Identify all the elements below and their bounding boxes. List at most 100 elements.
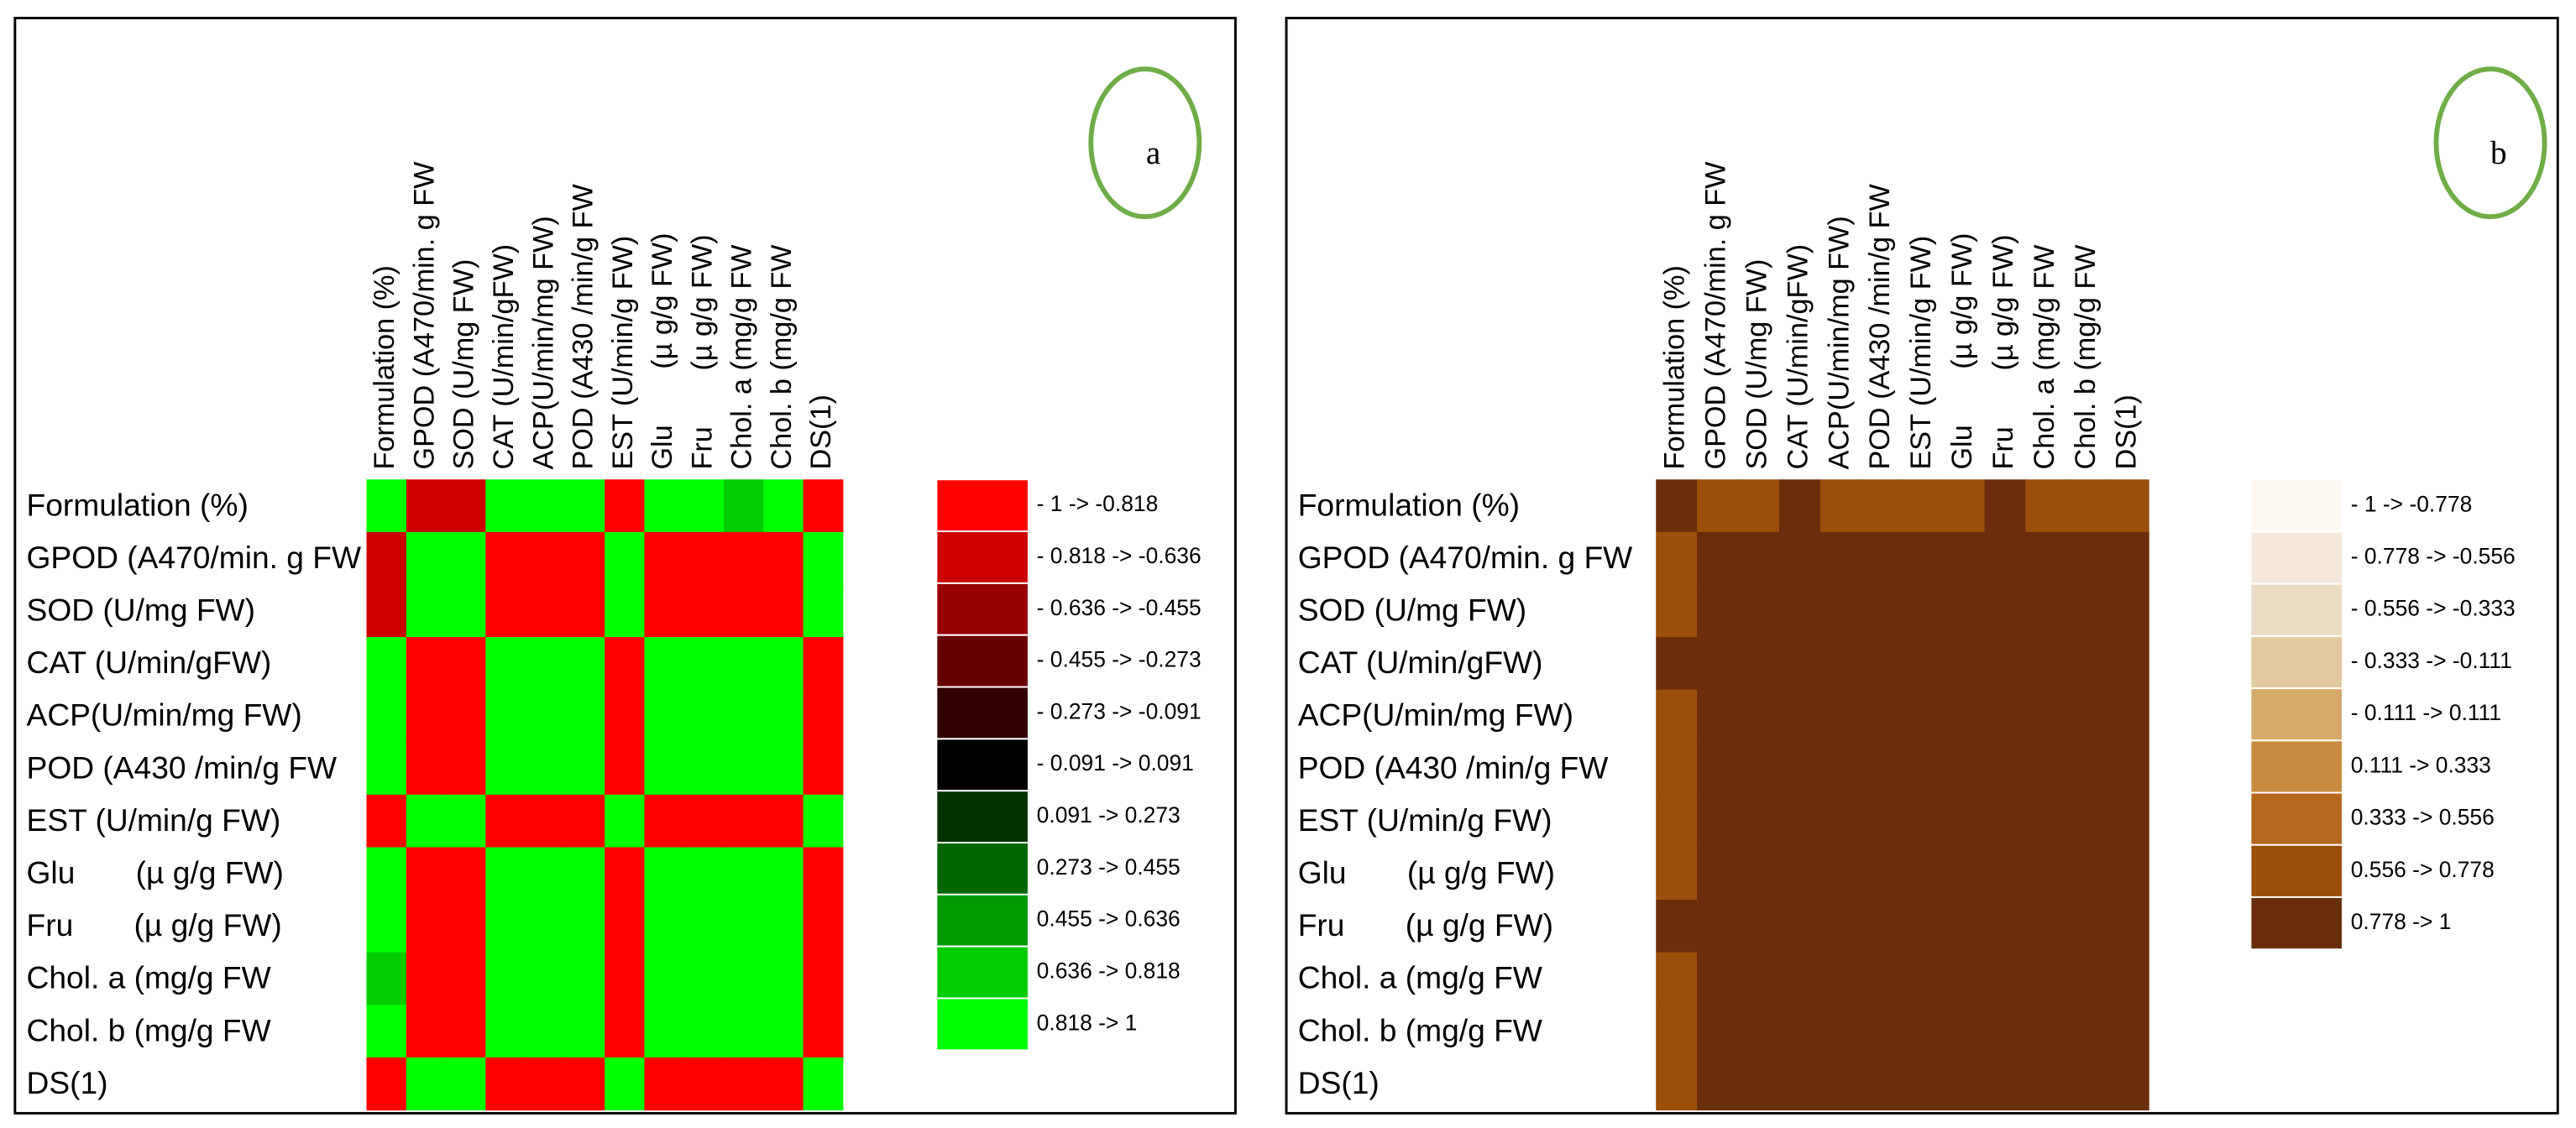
panel-frame [1285, 17, 2559, 1115]
heatmap-cell [803, 847, 844, 901]
heatmap-cell [1861, 742, 1903, 796]
heatmap-cell [1902, 742, 1945, 796]
heatmap-cell [2025, 689, 2067, 743]
heatmap-cell [1902, 794, 1945, 849]
heatmap-cell [2107, 1005, 2149, 1058]
heatmap-cell [1819, 847, 1862, 901]
heatmap-cell [763, 742, 804, 796]
heatmap-cell [564, 689, 605, 743]
legend-swatch [935, 945, 1029, 1000]
heatmap-cell [1697, 1005, 1739, 1058]
heatmap-cell [2107, 952, 2149, 1005]
row-label: Chol. b (mg/g FW [27, 1012, 271, 1047]
row-label: Fru (µ g/g FW) [27, 907, 282, 943]
heatmap-cell [1738, 847, 1780, 901]
heatmap-cell [564, 900, 605, 953]
heatmap-cell [1902, 952, 1945, 1005]
heatmap-cell [605, 689, 646, 743]
heatmap-cell [366, 847, 407, 901]
heatmap-cell [724, 584, 764, 638]
heatmap-cell [2107, 689, 2149, 743]
heatmap-cell [485, 1005, 526, 1058]
heatmap-cell [803, 689, 844, 743]
heatmap-cell [1861, 637, 1903, 691]
heatmap-cell [1902, 1005, 1945, 1058]
heatmap-cell [485, 1057, 526, 1111]
legend-label: - 0.111 -> 0.111 [2351, 700, 2501, 725]
heatmap-cell [2066, 637, 2108, 691]
heatmap-cell [485, 479, 526, 533]
legend-label: - 0.091 -> 0.091 [1037, 750, 1194, 776]
heatmap-cell [644, 794, 685, 849]
legend-swatch [2249, 478, 2343, 533]
heatmap-cell [366, 900, 407, 953]
heatmap-cell [1861, 1005, 1903, 1058]
heatmap-cell [1984, 637, 2026, 691]
heatmap-cell [2066, 1057, 2108, 1111]
heatmap-cell [2066, 689, 2108, 743]
heatmap-cell [366, 531, 407, 586]
heatmap-cell [446, 952, 486, 1005]
heatmap-cell [605, 584, 646, 638]
legend-label: - 1 -> -0.818 [1037, 491, 1159, 516]
heatmap-cell [1902, 1057, 1945, 1111]
heatmap-cell [485, 952, 526, 1005]
column-label: POD (A430 /min/g FW [1864, 183, 1896, 469]
heatmap-cell [446, 584, 486, 638]
heatmap-cell [1943, 1005, 1986, 1058]
heatmap-cell [2025, 952, 2067, 1005]
heatmap-cell [724, 1005, 764, 1058]
column-label: CAT (U/min/gFW) [488, 244, 520, 470]
legend-label: 0.455 -> 0.636 [1037, 906, 1181, 932]
column-label: Formulation (%) [369, 265, 401, 469]
row-label: Formulation (%) [27, 487, 249, 522]
heatmap-cell [683, 479, 725, 533]
heatmap-cell [605, 1005, 646, 1058]
heatmap-cell [1738, 794, 1780, 849]
heatmap-cell [1819, 479, 1862, 533]
heatmap-cell [1697, 531, 1739, 586]
heatmap-cell [1778, 531, 1821, 586]
heatmap-cell [724, 900, 764, 953]
heatmap-cell [2066, 531, 2108, 586]
heatmap-cell [2066, 952, 2108, 1005]
heatmap-cell [605, 742, 646, 796]
heatmap-cell [406, 584, 447, 638]
legend-swatch [2249, 582, 2343, 637]
row-label: Chol. a (mg/g FW [27, 960, 271, 995]
legend-label: 0.636 -> 0.818 [1037, 958, 1181, 984]
heatmap-cell [803, 794, 844, 849]
heatmap-cell [2025, 531, 2067, 586]
heatmap-cell [1656, 794, 1698, 849]
heatmap-cell [2066, 584, 2108, 638]
heatmap-cell [683, 847, 725, 901]
row-label: CAT (U/min/gFW) [27, 645, 272, 680]
heatmap-cell [1984, 847, 2026, 901]
heatmap-cell [446, 637, 486, 691]
heatmap-cell [485, 637, 526, 691]
heatmap-cell [724, 689, 764, 743]
heatmap-cell [485, 742, 526, 796]
column-label: Chol. b (mg/g FW [766, 244, 798, 470]
legend-label: - 0.556 -> -0.333 [2351, 596, 2516, 621]
heatmap-cell [1819, 952, 1862, 1005]
heatmap-cell [1943, 900, 1986, 953]
legend-swatch [935, 686, 1029, 740]
heatmap-cell [683, 689, 725, 743]
legend-label: 0.111 -> 0.333 [2351, 752, 2491, 777]
heatmap-cell [1984, 531, 2026, 586]
heatmap-cell [763, 689, 804, 743]
legend-swatch [935, 893, 1029, 948]
heatmap-cell [803, 742, 844, 796]
column-label: SOD (U/mg FW) [1741, 259, 1773, 470]
heatmap-cell [1861, 847, 1903, 901]
annotation-circle [2433, 66, 2547, 220]
heatmap-cell [446, 900, 486, 953]
heatmap-cell [1984, 952, 2026, 1005]
heatmap-cell [644, 637, 685, 691]
heatmap-cell [525, 900, 566, 953]
heatmap-cell [366, 1057, 407, 1111]
column-label: EST (U/min/g FW) [1905, 236, 1937, 470]
column-label: Fru (µ g/g FW) [1987, 234, 2019, 469]
